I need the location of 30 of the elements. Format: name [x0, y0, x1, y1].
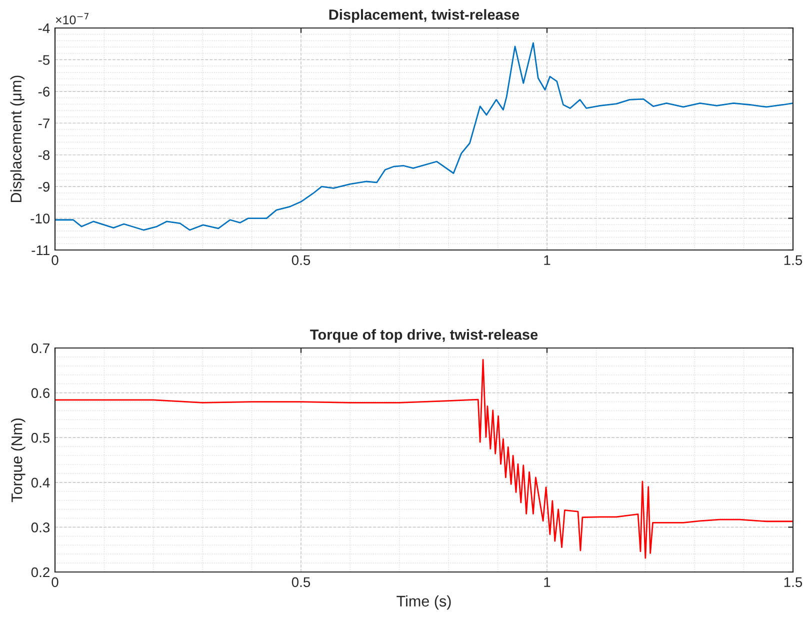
y-tick-label: 0.7	[31, 343, 50, 354]
y-tick-label: -8	[38, 150, 50, 160]
text: ×10$^{−7}$	[56, 13, 88, 24]
chart-title: Torque of top drive, twist-release	[310, 329, 538, 343]
y-tick-label: 0.6	[31, 388, 50, 398]
line-series	[55, 358, 793, 559]
x-tick-label: 0.5	[292, 577, 310, 588]
x-tick-label: 1.5	[784, 577, 802, 588]
y-tick-label: 0.3	[31, 522, 50, 532]
x-axis-title: Time (s)	[396, 595, 451, 610]
y-tick-label: -10	[30, 214, 50, 224]
y-axis-title: Torque (Nm)	[11, 418, 26, 502]
y-tick-label: -11	[32, 245, 50, 256]
y-tick-label: -9	[38, 182, 50, 192]
y-tick-label: 0.2	[31, 567, 50, 578]
chart-title: Displacement, twist-release	[329, 9, 520, 23]
y-tick-label: -4	[38, 23, 50, 34]
y-tick-label: 0.4	[31, 478, 50, 488]
x-tick-label: 0	[52, 577, 58, 588]
x-tick-label: 0	[52, 255, 58, 266]
x-tick-label: 1	[544, 255, 550, 265]
y-tick-label: -7	[38, 118, 50, 128]
y-tick-label: 0.5	[31, 432, 50, 443]
x-tick-label: 0.5	[292, 255, 310, 266]
x-tick-label: 1	[544, 577, 550, 587]
y-axis-title: Displacement (μm)	[10, 76, 25, 202]
x-tick-label: 1.5	[784, 255, 802, 266]
line-series	[55, 42, 793, 231]
y-tick-label: -6	[38, 86, 50, 97]
y-tick-label: -5	[38, 55, 50, 65]
